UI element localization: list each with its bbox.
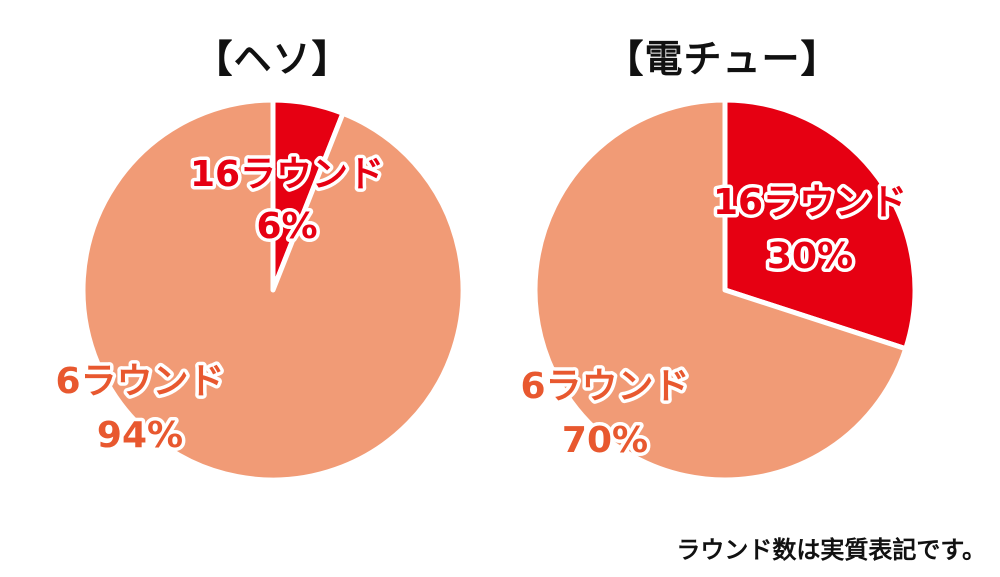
slice-label-0-1: 6ラウンド: [55, 361, 224, 402]
pie-svg-denchu: 16ラウンド 30% 6ラウンド 70%: [517, 97, 918, 483]
slice-label-1-0: 16ラウンド: [713, 182, 907, 223]
slice-label-1-1: 6ラウンド: [520, 366, 689, 407]
slice-label-0-0: 16ラウンド: [190, 154, 384, 195]
slice-value-0-0: 6%: [256, 206, 317, 247]
pie-svg-heso: 16ラウンド 6% 6ラウンド 94%: [55, 97, 466, 483]
slice-value-0-1: 94%: [97, 415, 183, 456]
slice-value-1-0: 30%: [767, 236, 853, 277]
slice-value-1-1: 70%: [562, 420, 648, 461]
pie-chart-heso: 【ヘソ】 16ラウンド 6% 6ラウンド 94%: [55, 37, 463, 480]
chart-title-heso: 【ヘソ】: [194, 37, 351, 81]
pie-slice-1-1: [532, 97, 909, 483]
pie-slice-1-0: [722, 97, 918, 352]
pie-chart-denchu: 【電チュー】 16ラウンド 30% 6ラウンド 70%: [455, 0, 955, 577]
footnote: ラウンド数は実質表記です。: [676, 536, 986, 564]
chart-title-denchu: 【電チュー】: [605, 37, 840, 81]
pie-slice-0-1: [80, 97, 466, 483]
